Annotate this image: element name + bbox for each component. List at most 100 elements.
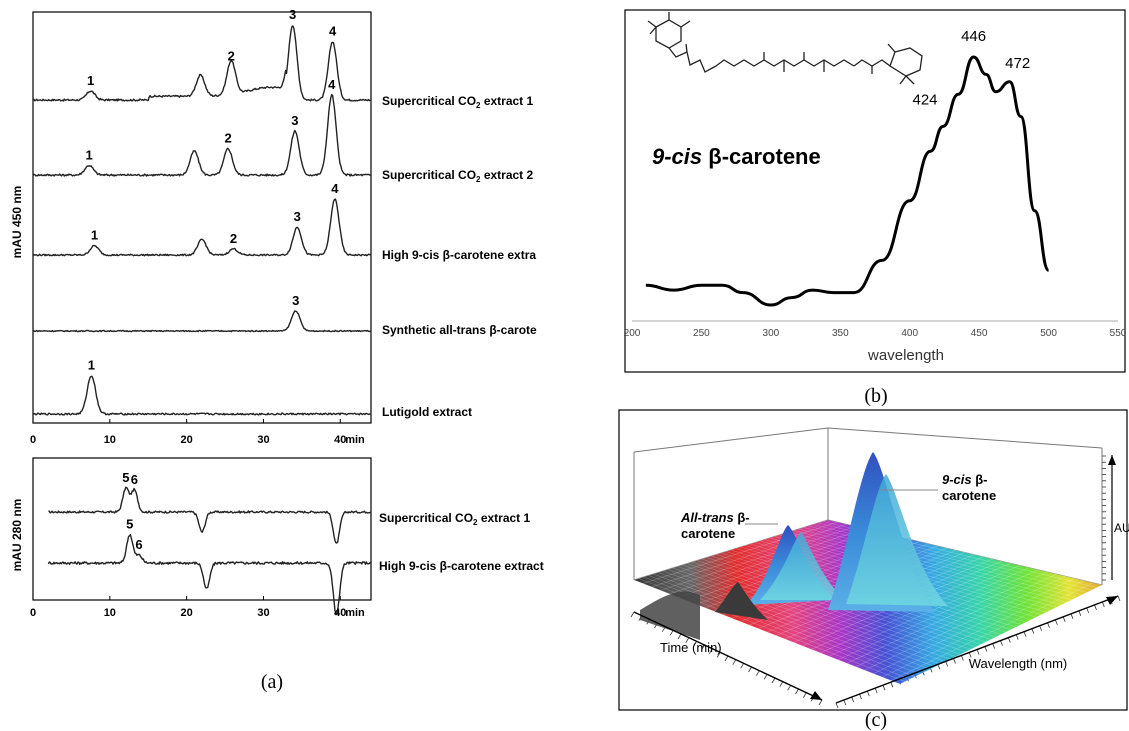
x-ticks-b: 200 250 300 350 400 450 500 550	[624, 328, 1127, 339]
axis-tick	[960, 655, 964, 661]
peak-number-label: 2	[228, 48, 235, 63]
axis-tick	[953, 658, 956, 664]
trace-label-sc1: Supercritical CO2 extract 1	[382, 94, 534, 110]
axis-tick	[1039, 625, 1043, 631]
trace-line	[32, 93, 371, 177]
label-9cis-2: carotene	[942, 488, 996, 503]
x-tick-label: 20	[181, 607, 193, 619]
panel-c: All-trans β- carotene 9-cis β- carotene …	[618, 409, 1129, 731]
axis-tick	[1062, 616, 1066, 622]
axis-tick	[890, 682, 894, 688]
peak-number-label: 6	[135, 537, 142, 552]
peak-annotations-b: 424 446 472	[912, 28, 1030, 108]
x-tick-label-b: 450	[971, 328, 988, 339]
mesh-line	[789, 531, 1062, 606]
x-tick-label-b: 350	[832, 328, 849, 339]
time-axis-line	[633, 611, 823, 701]
axis-tick	[693, 641, 698, 647]
x-tick-label-b: 200	[624, 328, 641, 339]
peak-number-label: 1	[85, 147, 92, 162]
traces-280	[47, 486, 372, 616]
trace-label-high9cis: High 9-cis β-carotene extra	[382, 248, 536, 262]
axis-tick	[1015, 634, 1019, 640]
axis-tick	[1007, 637, 1011, 643]
axis-tick	[945, 661, 949, 667]
trace-line	[47, 534, 372, 616]
mesh-line	[672, 567, 941, 665]
xlabel-b: wavelength	[867, 347, 944, 364]
plot-b-frame	[624, 9, 1126, 373]
peak-number-label: 4	[328, 77, 336, 92]
x-tick-label-b: 500	[1040, 328, 1057, 339]
axis-tick	[802, 692, 807, 698]
axis-tick	[984, 646, 988, 652]
spectrum-line	[645, 55, 1051, 307]
time-axis-arrow-icon	[810, 691, 822, 700]
mesh-line	[687, 563, 956, 658]
axis-tick	[859, 693, 862, 700]
axis-tick	[851, 696, 855, 703]
label-alltrans-2: carotene	[681, 526, 735, 541]
au-axis-arrow-icon	[1108, 455, 1116, 465]
peak-number-label: 1	[88, 358, 95, 373]
axis-tick	[1094, 604, 1097, 611]
mesh-line	[882, 580, 1084, 678]
x-tick-label: 30	[257, 434, 269, 446]
ylabel-450: mAU 450 nm	[10, 186, 24, 259]
peak-alltrans-shoulder	[760, 532, 846, 600]
peak-9cis-shoulder	[846, 474, 948, 606]
x-tick-label-b: 300	[763, 328, 780, 339]
xunit-top: min	[345, 434, 365, 446]
trace-label-280-sc1: Supercritical CO2 extract 1	[379, 511, 531, 527]
mesh-line	[651, 524, 847, 588]
trace-line	[32, 310, 371, 333]
peak-number-label: 1	[87, 73, 94, 88]
c-axis-ticks	[630, 455, 1121, 709]
axis-tick	[716, 652, 721, 658]
panel-b: 200 250 300 350 400 450 500 550 wavelength 4244…	[624, 9, 1127, 407]
axis-tick	[992, 643, 996, 649]
peak-annotation: 446	[961, 28, 986, 45]
axis-tick	[677, 633, 682, 640]
mesh-line	[855, 573, 1057, 667]
peak-number-label: 3	[289, 7, 296, 22]
axis-tick	[748, 666, 752, 673]
mesh-line	[828, 567, 1030, 657]
caption-b: (b)	[864, 385, 887, 407]
mesh-line	[837, 569, 1039, 661]
axis-tick	[1117, 595, 1121, 602]
mesh-line	[899, 584, 1103, 685]
trace-line	[48, 486, 372, 544]
ylabel-280: mAU 280 nm	[10, 499, 24, 572]
peak-number-label: 5	[126, 516, 133, 531]
trace-label-synthetic: Synthetic all-trans β-carote	[382, 323, 537, 337]
axis-tick	[843, 699, 847, 706]
mesh-line	[648, 575, 916, 677]
zlabel-c: AU	[1114, 521, 1129, 535]
plot-c-frame	[618, 409, 1128, 711]
peak-number-label: 4	[329, 24, 337, 39]
axis-tick	[779, 681, 784, 687]
traces-450	[32, 25, 371, 416]
x-tick-label: 40	[334, 434, 346, 446]
mesh-line	[798, 528, 1072, 601]
mesh-line	[864, 576, 1066, 671]
axis-tick	[724, 655, 729, 662]
axis-tick	[630, 611, 635, 618]
noise-band	[640, 591, 700, 640]
peak-number-label: 6	[131, 472, 138, 487]
trace-label-lutigold: Lutigold extract	[382, 405, 472, 419]
mesh-line	[682, 564, 951, 660]
axis-tick	[787, 685, 792, 691]
peak-small-dark	[715, 582, 768, 620]
axis-tick	[1078, 610, 1082, 617]
axis-tick	[1101, 601, 1105, 608]
axis-tick	[763, 674, 768, 680]
peak-number-label: 5	[122, 470, 129, 485]
peak-number-label: 4	[331, 181, 339, 196]
mesh-line	[846, 571, 1048, 664]
x-tick-label-b: 550	[1110, 328, 1127, 339]
peak-annotation: 472	[1005, 55, 1030, 72]
